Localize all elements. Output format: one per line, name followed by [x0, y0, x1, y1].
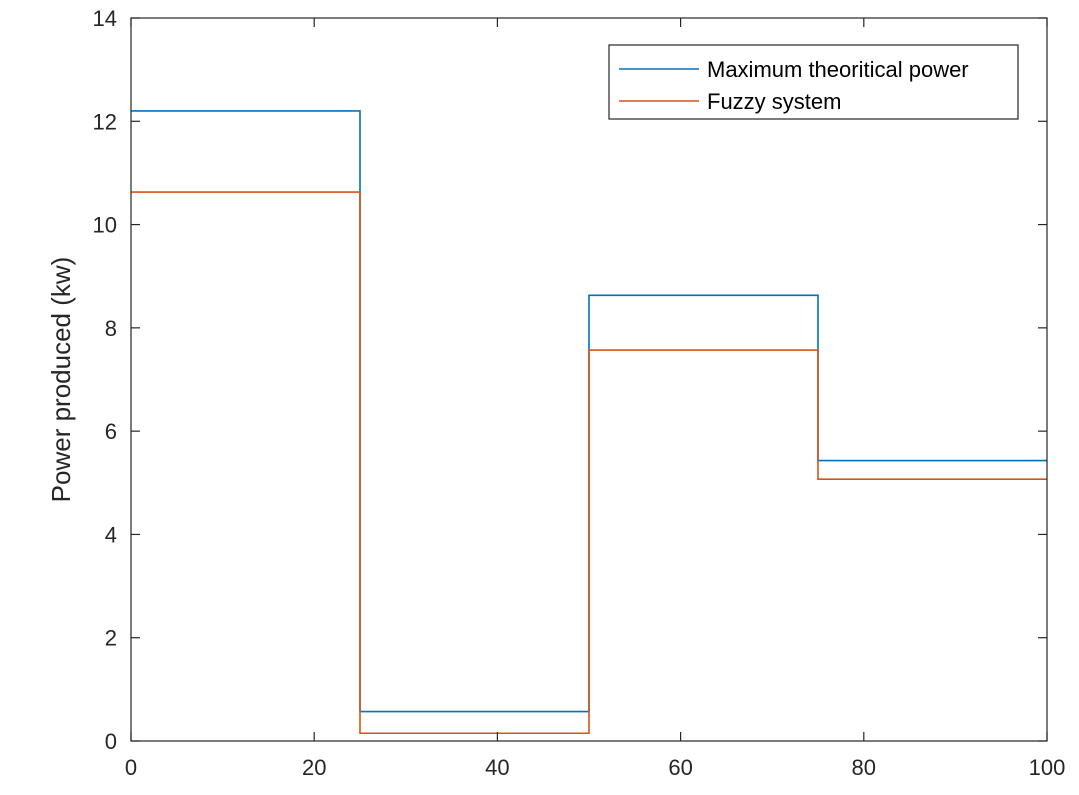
x-tick-label: 60	[668, 755, 692, 780]
y-tick-label: 2	[105, 626, 117, 651]
legend: Maximum theoritical power Fuzzy system	[608, 44, 1019, 120]
axes-box	[130, 17, 1048, 742]
x-tick-label: 0	[125, 755, 137, 780]
x-tick-label: 80	[852, 755, 876, 780]
series-layer	[131, 110, 1047, 735]
y-axis-label: Power produced (kw)	[46, 257, 76, 503]
y-tick-label: 4	[105, 522, 117, 547]
x-tick-label: 40	[485, 755, 509, 780]
legend-label-1: Fuzzy system	[707, 89, 841, 114]
legend-label-0: Maximum theoritical power	[707, 57, 969, 82]
y-tick-label: 10	[93, 213, 117, 238]
ticks: 0 20 40 60 80 100 0 2 4 6 8 10 12 14	[93, 6, 1066, 780]
series-line-1	[131, 191, 1047, 735]
axes	[130, 17, 1048, 742]
y-tick-label: 12	[93, 109, 117, 134]
y-tick-label: 14	[93, 6, 117, 31]
y-tick-label: 6	[105, 419, 117, 444]
y-tick-label: 8	[105, 316, 117, 341]
legend-box	[608, 44, 1019, 120]
x-tick-label: 100	[1029, 755, 1066, 780]
y-tick-label: 0	[105, 729, 117, 754]
x-tick-label: 20	[302, 755, 326, 780]
